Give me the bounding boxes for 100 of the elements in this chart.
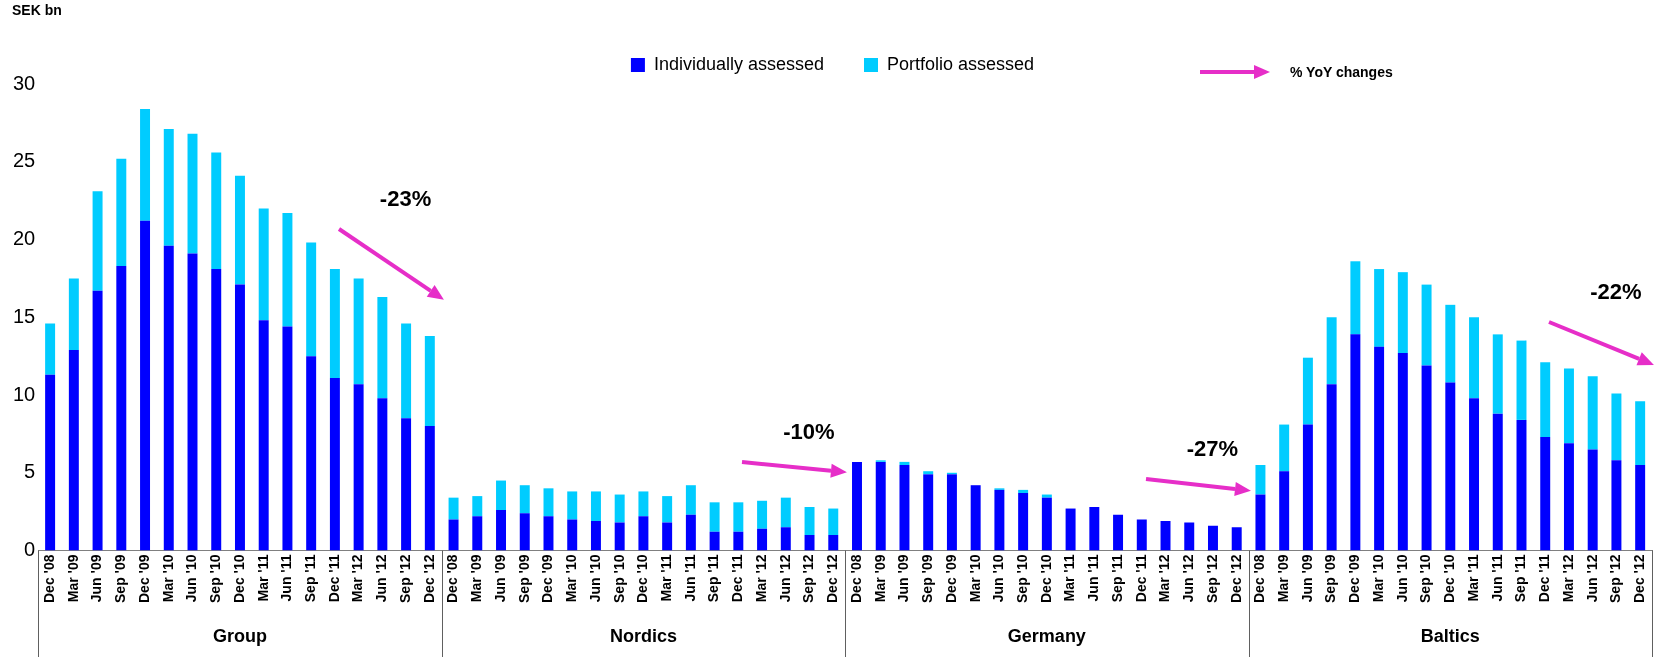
text: Group — [212, 625, 267, 647]
bar — [329, 377, 340, 551]
bar — [1041, 494, 1052, 498]
x-tick-label: Jun '10 — [1393, 554, 1410, 603]
bar — [329, 269, 340, 378]
x-tick-label: Sep '11 — [705, 554, 722, 603]
x-tick-label: Sep '12 — [1607, 554, 1624, 603]
x-tick-label: Jun '12 — [373, 554, 390, 603]
bar — [1421, 284, 1432, 366]
bar — [1350, 261, 1361, 335]
bar — [187, 133, 198, 254]
bar — [424, 426, 435, 551]
bar — [448, 519, 459, 551]
x-tick-label: Jun '10 — [586, 554, 603, 603]
bar — [590, 491, 601, 521]
bar — [1397, 353, 1408, 551]
bar — [1018, 489, 1029, 493]
bar — [519, 485, 530, 514]
text: Baltics — [1420, 625, 1480, 647]
bar — [899, 465, 910, 551]
bar — [1492, 413, 1503, 551]
x-tick-label: Mar '12 — [1156, 554, 1173, 603]
x-tick-label: Jun '12 — [1583, 554, 1600, 603]
bar — [1563, 443, 1574, 551]
bar — [377, 297, 388, 399]
x-tick-label: Mar '12 — [752, 554, 769, 603]
bar — [567, 491, 578, 520]
bar — [1397, 272, 1408, 354]
bar — [1326, 384, 1337, 551]
bar — [1160, 520, 1171, 551]
y-tick-label: 5 — [24, 460, 36, 483]
bar — [1492, 334, 1503, 414]
bar — [1421, 365, 1432, 551]
bar — [733, 502, 744, 532]
x-tick-label: Mar '09 — [871, 554, 888, 603]
bar — [234, 284, 245, 551]
bar — [662, 522, 673, 551]
x-tick-label: Mar '09 — [64, 554, 81, 603]
x-tick-label: Jun '10 — [183, 554, 200, 603]
y-tick-label: 30 — [13, 71, 36, 94]
x-tick-label: Dec '10 — [1441, 554, 1458, 604]
bar — [1113, 514, 1124, 551]
bar — [1445, 304, 1456, 383]
bar — [828, 534, 839, 551]
bar — [92, 191, 103, 291]
x-tick-label: Sep '10 — [1417, 554, 1434, 603]
x-tick-label: Dec '11 — [325, 554, 342, 603]
bar — [804, 506, 815, 535]
bar — [424, 335, 435, 427]
bar — [353, 384, 364, 551]
bar — [1516, 340, 1527, 420]
bar — [496, 480, 506, 511]
x-tick-label: Mar '10 — [563, 554, 580, 603]
bar — [1445, 382, 1456, 551]
x-tick-label: Sep '12 — [800, 554, 817, 603]
bar — [401, 418, 412, 551]
bar — [1469, 398, 1480, 551]
bar — [68, 278, 79, 350]
bar — [638, 516, 649, 551]
bar — [140, 108, 151, 221]
bar — [163, 129, 174, 246]
x-tick-label: Sep '10 — [1013, 554, 1030, 603]
bar — [1255, 465, 1266, 495]
y-tick-label: 25 — [13, 149, 36, 172]
bar — [45, 323, 56, 375]
bar — [1184, 522, 1195, 551]
bar — [306, 242, 317, 357]
x-tick-label: Jun '11 — [1085, 554, 1102, 602]
bar — [923, 474, 934, 551]
bar — [234, 175, 245, 285]
bar — [1041, 497, 1052, 551]
bar — [567, 519, 578, 551]
x-tick-label: Mar '12 — [349, 554, 366, 603]
x-tick-label: Jun '09 — [491, 554, 508, 603]
bar — [1516, 419, 1527, 551]
bar — [923, 471, 934, 475]
bar — [875, 461, 886, 551]
bar — [401, 323, 412, 419]
bar — [970, 485, 981, 551]
x-tick-label: Sep '11 — [1108, 554, 1125, 603]
bar — [1540, 437, 1551, 551]
bar — [1611, 460, 1622, 551]
x-tick-label: Sep '09 — [515, 554, 532, 603]
bar — [662, 496, 673, 523]
bar — [163, 245, 174, 551]
bar — [1302, 424, 1313, 551]
bar — [804, 534, 815, 551]
bar — [282, 213, 293, 327]
bar — [780, 527, 791, 551]
bar — [946, 474, 957, 551]
x-tick-label: Dec '08 — [40, 554, 57, 604]
bar — [1279, 424, 1290, 472]
x-tick-label: Dec '12 — [420, 554, 437, 604]
x-tick-label: Dec '10 — [634, 554, 651, 604]
bar — [116, 265, 127, 551]
bar — [757, 528, 768, 551]
bar — [543, 516, 554, 551]
x-tick-label: Dec '08 — [1251, 554, 1268, 604]
x-tick-label: Jun '12 — [1180, 554, 1197, 603]
y-tick-label: 0 — [24, 538, 36, 561]
